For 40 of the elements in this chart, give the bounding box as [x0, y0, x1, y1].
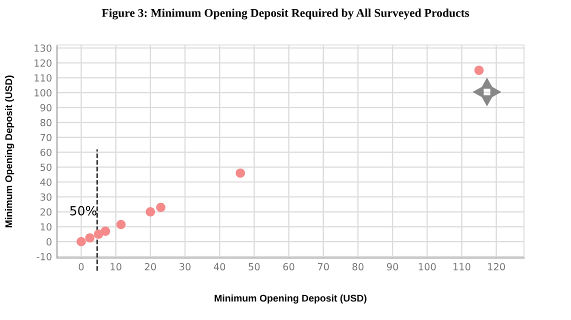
y-tick-label: 70 — [40, 134, 52, 142]
x-tick-label: 10 — [110, 263, 122, 270]
y-axis-title: Minimum Opening Deposit (USD) — [5, 76, 14, 228]
y-tick-label: 90 — [40, 104, 52, 112]
point — [76, 236, 86, 246]
y-tick-label: 10 — [40, 223, 52, 231]
point — [156, 202, 166, 212]
y-tick-label: 100 — [34, 89, 52, 96]
y-tick-label: 80 — [40, 118, 52, 126]
point — [85, 233, 95, 243]
x-tick-label: 100 — [418, 263, 436, 270]
x-tick-label: 0 — [78, 263, 84, 270]
point — [474, 66, 484, 75]
x-tick-label: 60 — [283, 263, 294, 270]
x-tick-label: 40 — [214, 263, 226, 270]
y-tick-label: 20 — [40, 208, 52, 216]
x-tick-label: 20 — [144, 263, 156, 270]
x-tick-label: 70 — [318, 263, 329, 270]
y-tick-label: -10 — [36, 252, 52, 260]
y-tick-label: 130 — [34, 44, 52, 52]
x-axis-title: Minimum Opening Deposit (USD) — [214, 294, 366, 304]
x-tick-label: 120 — [488, 263, 505, 270]
x-tick-label: 80 — [352, 263, 364, 270]
chart-title: Figure 3: Minimum Opening Deposit Required by All Surveyed Products — [102, 8, 470, 20]
x-tick-label: 110 — [454, 263, 470, 270]
point — [116, 220, 126, 230]
point — [100, 226, 110, 236]
x-tick-label: 50 — [248, 263, 260, 270]
x-tick-label: 90 — [386, 263, 398, 270]
annotation: 50% — [70, 206, 96, 216]
point — [236, 168, 245, 178]
y-tick-label: 60 — [40, 148, 52, 156]
point — [146, 207, 156, 216]
y-tick-label: 30 — [40, 193, 52, 201]
x-tick-label: 30 — [180, 263, 191, 270]
y-tick-label: 40 — [40, 178, 52, 186]
y-tick-label: 0 — [46, 238, 52, 246]
y-tick-label: 120 — [34, 59, 52, 67]
y-tick-label: 110 — [34, 74, 52, 82]
y-tick-label: 50 — [40, 164, 52, 171]
